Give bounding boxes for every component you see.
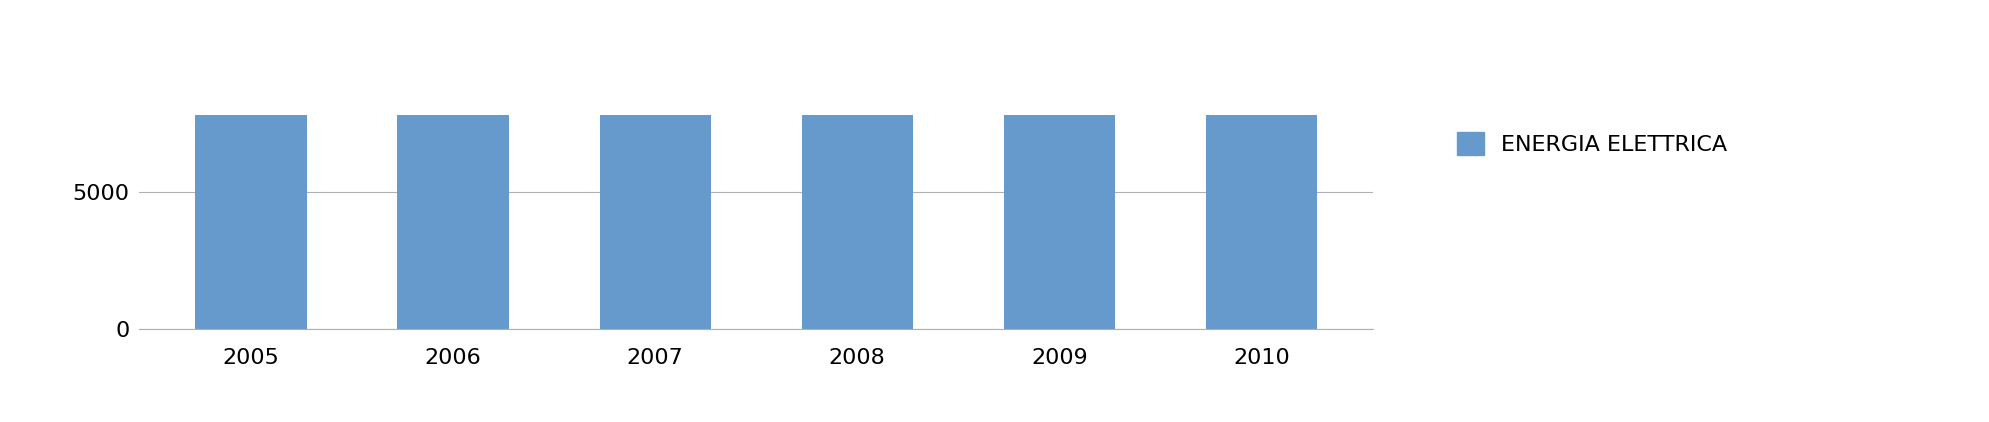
Bar (802, 115, 913, 329)
Bar (398, 115, 509, 329)
Legend: ENERGIA ELETTRICA: ENERGIA ELETTRICA (1446, 121, 1738, 166)
Bar (1205, 115, 1317, 329)
Bar (195, 115, 306, 329)
Bar (1002, 115, 1114, 329)
Bar (599, 115, 710, 329)
